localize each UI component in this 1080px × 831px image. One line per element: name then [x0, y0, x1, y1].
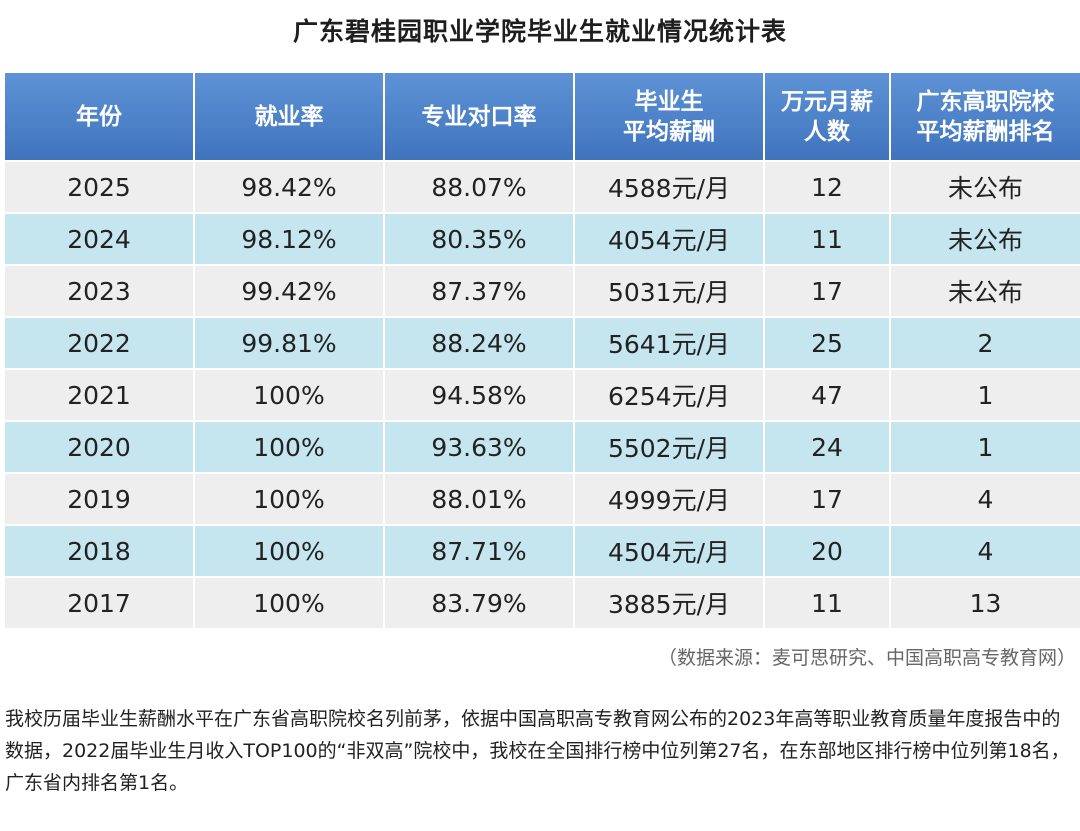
- cell-year: 2018: [5, 524, 195, 577]
- cell-major-match-rate: 87.71%: [384, 524, 575, 577]
- header-high-salary-count: 万元月薪 人数: [764, 73, 891, 161]
- header-major-match-rate: 专业对口率: [384, 73, 575, 161]
- cell-average-salary: 4588元/月: [574, 160, 765, 213]
- cell-employment-rate: 98.42%: [194, 160, 385, 213]
- table-row: 2025 98.42% 88.07% 4588元/月 12 未公布: [5, 160, 1080, 213]
- cell-year: 2025: [5, 160, 195, 213]
- cell-salary-ranking: 1: [890, 368, 1080, 421]
- cell-average-salary: 4054元/月: [574, 212, 765, 265]
- cell-high-salary-count: 25: [764, 316, 891, 369]
- table-row: 2020 100% 93.63% 5502元/月 24 1: [5, 420, 1080, 473]
- header-employment-rate: 就业率: [194, 73, 385, 161]
- cell-salary-ranking: 4: [890, 472, 1080, 525]
- cell-employment-rate: 100%: [194, 524, 385, 577]
- header-salary-ranking: 广东高职院校 平均薪酬排名: [890, 73, 1080, 161]
- cell-average-salary: 5502元/月: [574, 420, 765, 473]
- cell-average-salary: 4504元/月: [574, 524, 765, 577]
- cell-high-salary-count: 24: [764, 420, 891, 473]
- cell-average-salary: 3885元/月: [574, 576, 765, 628]
- cell-year: 2020: [5, 420, 195, 473]
- table-row: 2019 100% 88.01% 4999元/月 17 4: [5, 472, 1080, 525]
- cell-year: 2024: [5, 212, 195, 265]
- employment-stats-table: 年份 就业率 专业对口率 毕业生 平均薪酬 万元月薪 人数 广东高职院校 平均薪…: [5, 73, 1080, 628]
- cell-high-salary-count: 17: [764, 264, 891, 317]
- cell-employment-rate: 99.42%: [194, 264, 385, 317]
- data-source-note: （数据来源：麦可思研究、中国高职高专教育网）: [657, 647, 1076, 669]
- header-employment-rate-line: 就业率: [254, 103, 324, 130]
- cell-high-salary-count: 47: [764, 368, 891, 421]
- header-average-salary: 毕业生 平均薪酬: [574, 73, 765, 161]
- cell-employment-rate: 98.12%: [194, 212, 385, 265]
- cell-salary-ranking: 未公布: [890, 212, 1080, 265]
- cell-employment-rate: 100%: [194, 368, 385, 421]
- cell-average-salary: 4999元/月: [574, 472, 765, 525]
- cell-salary-ranking: 1: [890, 420, 1080, 473]
- description-paragraph: 我校历届毕业生薪酬水平在广东省高职院校名列前茅，依据中国高职高专教育网公布的20…: [5, 708, 1070, 794]
- cell-year: 2022: [5, 316, 195, 369]
- cell-salary-ranking: 未公布: [890, 264, 1080, 317]
- cell-year: 2023: [5, 264, 195, 317]
- cell-salary-ranking: 13: [890, 576, 1080, 628]
- header-salary-ranking-line1: 广东高职院校: [916, 88, 1055, 115]
- table-header-row: 年份 就业率 专业对口率 毕业生 平均薪酬 万元月薪 人数 广东高职院校 平均薪…: [5, 73, 1080, 161]
- header-high-salary-count-line2: 人数: [804, 118, 850, 145]
- cell-major-match-rate: 94.58%: [384, 368, 575, 421]
- table-row: 2022 99.81% 88.24% 5641元/月 25 2: [5, 316, 1080, 369]
- cell-year: 2021: [5, 368, 195, 421]
- cell-average-salary: 5031元/月: [574, 264, 765, 317]
- cell-salary-ranking: 2: [890, 316, 1080, 369]
- cell-employment-rate: 100%: [194, 472, 385, 525]
- table-row: 2024 98.12% 80.35% 4054元/月 11 未公布: [5, 212, 1080, 265]
- cell-salary-ranking: 未公布: [890, 160, 1080, 213]
- table-row: 2021 100% 94.58% 6254元/月 47 1: [5, 368, 1080, 421]
- cell-major-match-rate: 88.24%: [384, 316, 575, 369]
- cell-high-salary-count: 12: [764, 160, 891, 213]
- header-year: 年份: [5, 73, 195, 161]
- cell-employment-rate: 100%: [194, 420, 385, 473]
- header-average-salary-line2: 平均薪酬: [623, 118, 715, 145]
- cell-major-match-rate: 87.37%: [384, 264, 575, 317]
- header-high-salary-count-line1: 万元月薪: [781, 88, 873, 115]
- cell-high-salary-count: 11: [764, 212, 891, 265]
- cell-year: 2017: [5, 576, 195, 628]
- header-major-match-rate-line: 专业对口率: [421, 103, 537, 130]
- table-row: 2017 100% 83.79% 3885元/月 11 13: [5, 576, 1080, 628]
- cell-major-match-rate: 80.35%: [384, 212, 575, 265]
- cell-employment-rate: 100%: [194, 576, 385, 628]
- cell-high-salary-count: 17: [764, 472, 891, 525]
- cell-major-match-rate: 93.63%: [384, 420, 575, 473]
- cell-major-match-rate: 88.07%: [384, 160, 575, 213]
- cell-high-salary-count: 20: [764, 524, 891, 577]
- cell-major-match-rate: 88.01%: [384, 472, 575, 525]
- header-salary-ranking-line2: 平均薪酬排名: [916, 118, 1055, 145]
- cell-average-salary: 5641元/月: [574, 316, 765, 369]
- cell-average-salary: 6254元/月: [574, 368, 765, 421]
- page-title: 广东碧桂园职业学院毕业生就业情况统计表: [292, 17, 787, 46]
- header-average-salary-line1: 毕业生: [634, 88, 704, 115]
- cell-year: 2019: [5, 472, 195, 525]
- table-row: 2018 100% 87.71% 4504元/月 20 4: [5, 524, 1080, 577]
- cell-high-salary-count: 11: [764, 576, 891, 628]
- header-year-line: 年份: [76, 103, 122, 130]
- table-row: 2023 99.42% 87.37% 5031元/月 17 未公布: [5, 264, 1080, 317]
- cell-major-match-rate: 83.79%: [384, 576, 575, 628]
- cell-salary-ranking: 4: [890, 524, 1080, 577]
- cell-employment-rate: 99.81%: [194, 316, 385, 369]
